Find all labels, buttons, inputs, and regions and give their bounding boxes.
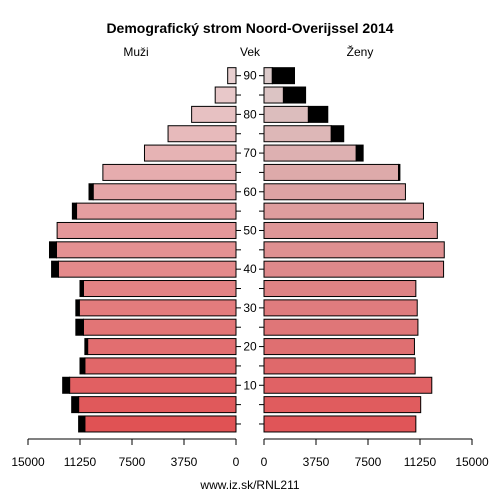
- male-excess-bar-5-9: [71, 396, 80, 414]
- male-bar-35-39: [82, 280, 237, 298]
- female-bar-10-14: [263, 376, 433, 394]
- male-bar-75-79: [167, 125, 237, 143]
- age-tick-label: 10: [243, 378, 257, 392]
- male-excess-bar-45-49: [48, 241, 57, 259]
- x-tick-label-left: 11250: [64, 455, 97, 469]
- female-bar-15-19: [263, 357, 416, 375]
- x-tick-label-left: 7500: [119, 455, 146, 469]
- male-bar-40-44: [58, 260, 237, 278]
- female-bar-40-44: [263, 260, 445, 278]
- female-bar-80-84: [263, 105, 309, 123]
- female-bar-25-29: [263, 318, 419, 336]
- age-tick-label: 20: [243, 340, 257, 354]
- x-tick-label-right: 11250: [404, 455, 437, 469]
- age-tick-label: 70: [243, 146, 257, 160]
- male-bar-25-29: [82, 318, 237, 336]
- x-tick-label-right: 7500: [355, 455, 382, 469]
- male-bar-60-64: [92, 183, 237, 201]
- male-bar-10-14: [69, 376, 237, 394]
- female-bar-75-79: [263, 125, 332, 143]
- female-bar-70-74: [263, 144, 357, 162]
- footer-url[interactable]: www.iz.sk/RNL211: [199, 478, 299, 492]
- male-bar-5-9: [78, 396, 237, 414]
- x-tick-label-left: 15000: [11, 455, 45, 469]
- age-tick-label: 50: [243, 223, 257, 237]
- female-bar-90+: [263, 67, 273, 85]
- male-bar-45-49: [55, 241, 237, 259]
- x-tick-label-right: 0: [261, 455, 268, 469]
- female-bar-35-39: [263, 280, 417, 298]
- male-excess-bar-35-39: [79, 280, 84, 298]
- female-excess-bar-85-89: [282, 86, 307, 104]
- female-bar-30-34: [263, 299, 418, 317]
- x-tick-label-left: 0: [233, 455, 240, 469]
- female-bar-55-59: [263, 202, 424, 220]
- male-bar-0-4: [84, 415, 237, 433]
- female-bar-5-9: [263, 396, 422, 414]
- male-excess-bar-0-4: [78, 415, 86, 433]
- male-bar-30-34: [78, 299, 237, 317]
- female-bar-65-69: [263, 163, 400, 181]
- male-bar-85-89: [214, 86, 237, 104]
- male-excess-bar-25-29: [75, 318, 84, 336]
- male-label: Muži: [123, 45, 148, 59]
- male-excess-bar-60-64: [88, 183, 94, 201]
- x-tick-label-left: 3750: [171, 455, 198, 469]
- age-tick-label: 60: [243, 185, 257, 199]
- age-tick-label: 90: [243, 69, 257, 83]
- female-bar-45-49: [263, 241, 445, 259]
- female-bar-20-24: [263, 338, 415, 356]
- chart-title: Demografický strom Noord-Overijssel 2014: [106, 20, 393, 36]
- female-bar-50-54: [263, 221, 438, 239]
- female-excess-bar-80-84: [307, 105, 329, 123]
- male-bar-55-59: [76, 202, 237, 220]
- x-tick-label-right: 3750: [303, 455, 330, 469]
- male-bar-15-19: [84, 357, 237, 375]
- age-tick-label: 80: [243, 107, 257, 121]
- age-label: Vek: [240, 45, 261, 59]
- male-excess-bar-10-14: [62, 376, 71, 394]
- male-bar-90+: [227, 67, 237, 85]
- female-bar-0-4: [263, 415, 417, 433]
- male-bar-80-84: [191, 105, 237, 123]
- male-bar-20-24: [87, 338, 237, 356]
- female-bar-60-64: [263, 183, 406, 201]
- male-excess-bar-15-19: [79, 357, 86, 375]
- age-tick-label: 30: [243, 301, 257, 315]
- male-bar-65-69: [102, 163, 237, 181]
- female-excess-bar-90+: [271, 67, 296, 85]
- female-excess-bar-70-74: [355, 144, 364, 162]
- female-excess-bar-75-79: [330, 125, 345, 143]
- female-label: Ženy: [347, 44, 374, 59]
- male-excess-bar-30-34: [75, 299, 80, 317]
- x-tick-label-right: 15000: [455, 455, 489, 469]
- male-bar-70-74: [143, 144, 237, 162]
- male-excess-bar-55-59: [71, 202, 78, 220]
- x-axis: 15000 11250 7500 3750 0 0 3750 7500 11250 15000: [11, 438, 489, 469]
- female-bar-85-89: [263, 86, 284, 104]
- age-axis: 10 20 30 40 50 60 70 80 90: [236, 69, 264, 425]
- male-bar-50-54: [56, 221, 237, 239]
- male-excess-bar-20-24: [84, 338, 89, 356]
- female-excess-bar-65-69: [398, 163, 401, 181]
- age-tick-label: 40: [243, 262, 257, 276]
- bars-group: [48, 67, 445, 433]
- male-excess-bar-40-44: [51, 260, 60, 278]
